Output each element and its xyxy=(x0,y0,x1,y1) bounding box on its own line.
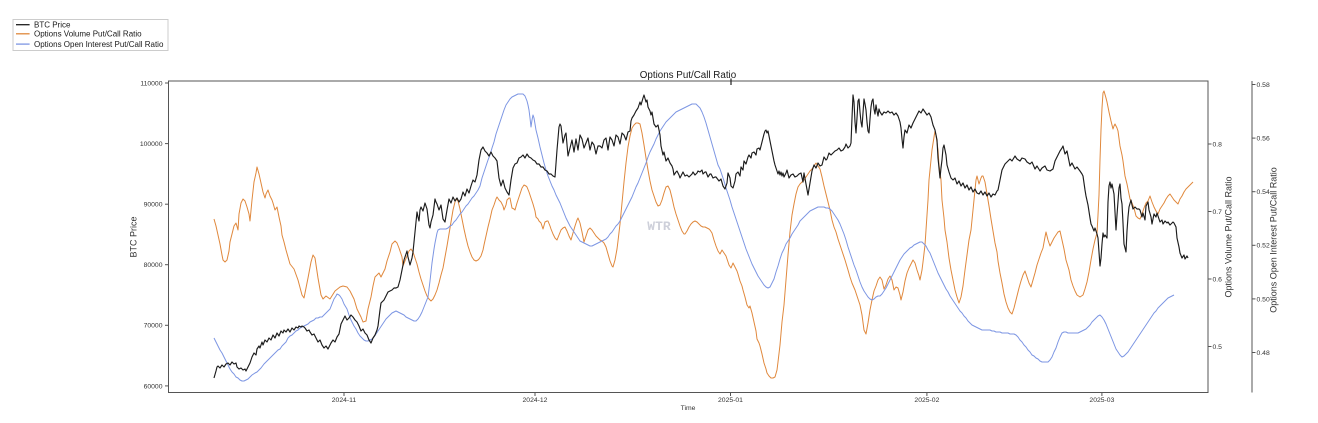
svg-text:60000: 60000 xyxy=(144,383,163,390)
svg-text:Options Put/Call Ratio: Options Put/Call Ratio xyxy=(640,70,737,81)
svg-text:0.50: 0.50 xyxy=(1257,296,1270,303)
svg-text:90000: 90000 xyxy=(144,202,163,209)
svg-text:80000: 80000 xyxy=(144,262,163,269)
svg-text:Options Volume Put/Call Ratio: Options Volume Put/Call Ratio xyxy=(34,30,142,39)
svg-text:BTC Price: BTC Price xyxy=(129,216,139,257)
svg-text:2025-01: 2025-01 xyxy=(718,397,743,404)
svg-text:Options Open Interest Put/Call: Options Open Interest Put/Call Ratio xyxy=(34,40,164,49)
svg-text:0.5: 0.5 xyxy=(1213,344,1223,351)
svg-text:0.54: 0.54 xyxy=(1257,189,1270,196)
svg-text:0.56: 0.56 xyxy=(1257,136,1270,143)
svg-text:Time: Time xyxy=(681,405,696,412)
svg-text:BTC Price: BTC Price xyxy=(34,21,71,30)
svg-text:Options Volume Put/Call Ratio: Options Volume Put/Call Ratio xyxy=(1224,176,1234,297)
svg-text:0.52: 0.52 xyxy=(1257,243,1270,250)
svg-text:2025-03: 2025-03 xyxy=(1089,397,1114,404)
svg-text:0.7: 0.7 xyxy=(1213,209,1223,216)
svg-text:100000: 100000 xyxy=(140,141,163,148)
svg-text:WTR: WTR xyxy=(647,219,671,234)
svg-text:2024-11: 2024-11 xyxy=(332,397,357,404)
svg-text:110000: 110000 xyxy=(140,80,162,87)
svg-text:Options Open Interest Put/Call: Options Open Interest Put/Call Ratio xyxy=(1269,167,1279,313)
svg-text:70000: 70000 xyxy=(144,323,163,330)
svg-text:0.8: 0.8 xyxy=(1213,141,1223,148)
svg-text:2024-12: 2024-12 xyxy=(523,397,548,404)
svg-text:2025-02: 2025-02 xyxy=(914,397,939,404)
svg-text:0.48: 0.48 xyxy=(1257,350,1270,357)
svg-text:0.58: 0.58 xyxy=(1257,82,1270,89)
svg-text:0.6: 0.6 xyxy=(1213,276,1223,283)
